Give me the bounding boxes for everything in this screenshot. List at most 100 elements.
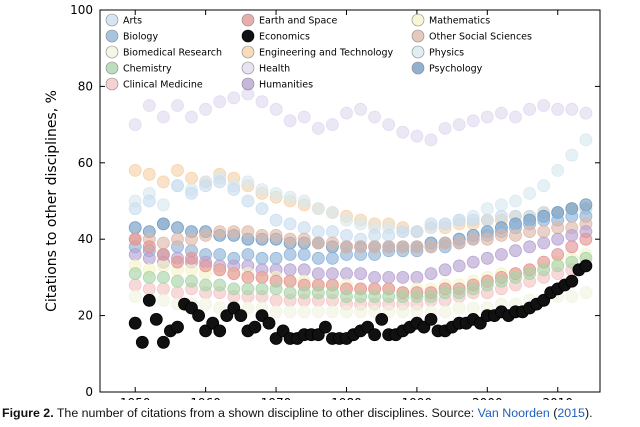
legend-marker — [105, 45, 119, 59]
point-health — [297, 110, 311, 124]
legend-item-psychology: Psychology — [411, 61, 483, 75]
legend-label: Other Social Sciences — [429, 32, 532, 43]
point-physics — [537, 179, 551, 193]
point-biomedical-research — [199, 297, 213, 311]
point-humanities — [494, 248, 508, 261]
point-health — [466, 114, 480, 128]
legend-marker — [411, 45, 425, 59]
legend-label: Economics — [259, 32, 310, 43]
point-health — [227, 91, 241, 105]
point-other-social-sciences — [438, 236, 452, 250]
point-engineering-and-technology — [185, 171, 198, 185]
point-biomedical-research — [354, 305, 368, 319]
legend-marker — [241, 29, 255, 43]
point-arts — [128, 202, 142, 216]
y-tick-label: 80 — [78, 79, 93, 93]
point-earth-and-space — [128, 232, 142, 246]
point-humanities — [142, 251, 156, 265]
point-biology — [269, 251, 283, 265]
point-humanities — [424, 267, 438, 281]
point-chemistry — [283, 286, 297, 300]
point-chemistry — [255, 282, 269, 296]
point-health — [156, 110, 170, 124]
legend-marker — [241, 61, 255, 75]
point-earth-and-space — [213, 263, 227, 277]
point-chemistry — [410, 290, 424, 303]
point-economics — [135, 335, 149, 349]
point-humanities — [368, 270, 382, 284]
point-physics — [480, 202, 494, 216]
point-humanities — [438, 263, 452, 277]
point-health — [509, 110, 522, 124]
point-other-social-sciences — [325, 236, 339, 250]
point-earth-and-space — [171, 255, 184, 269]
point-other-social-sciences — [523, 225, 536, 239]
scatter-chart: 1950 1960 1970 1980 1990 2000 2010 0 20 40 60 80 100… — [44, 3, 601, 400]
point-biomedical-research — [466, 301, 480, 315]
point-economics — [318, 320, 332, 334]
point-humanities — [340, 267, 353, 281]
legend-item-biology: Biology — [105, 29, 158, 43]
legend-item-engineering-and-technology: Engineering and Technology — [241, 45, 394, 59]
y-tick-label: 20 — [78, 309, 93, 323]
point-clinical-medicine — [171, 286, 184, 300]
point-health — [171, 99, 184, 112]
point-economics — [262, 316, 276, 330]
point-chemistry — [537, 263, 551, 277]
point-earth-and-space — [185, 251, 198, 265]
legend-label: Biomedical Research — [123, 48, 222, 59]
legend-marker — [411, 61, 425, 75]
legend-item-other-social-sciences: Other Social Sciences — [411, 29, 532, 43]
point-humanities — [283, 263, 297, 277]
point-health — [424, 133, 438, 147]
point-physics — [551, 163, 565, 177]
legend-label: Biology — [123, 32, 158, 43]
source-link[interactable]: Van Noorden — [477, 406, 550, 420]
point-biomedical-research — [297, 305, 311, 319]
point-health — [452, 118, 466, 131]
year-link[interactable]: 2015 — [557, 406, 585, 420]
point-health — [565, 102, 579, 116]
caption-year-close: ). — [584, 406, 593, 420]
point-other-social-sciences — [156, 236, 170, 250]
series-health — [128, 87, 593, 147]
point-economics — [213, 324, 227, 338]
point-physics — [241, 175, 255, 189]
point-other-social-sciences — [297, 232, 311, 246]
point-biomedical-research — [269, 305, 283, 319]
point-chemistry — [466, 282, 480, 296]
point-health — [311, 121, 325, 135]
point-other-social-sciences — [382, 240, 396, 254]
point-chemistry — [396, 290, 410, 303]
point-clinical-medicine — [156, 282, 170, 296]
legend-label: Psychology — [429, 64, 483, 75]
point-other-social-sciences — [354, 240, 368, 254]
point-other-social-sciences — [509, 228, 522, 242]
x-tick-label: 1960 — [190, 396, 221, 400]
y-tick-label: 60 — [78, 156, 93, 170]
point-biomedical-research — [438, 305, 452, 319]
point-humanities — [523, 240, 536, 254]
point-other-social-sciences — [424, 240, 438, 254]
point-other-social-sciences — [255, 228, 269, 242]
point-other-social-sciences — [241, 225, 255, 239]
point-chemistry — [368, 290, 382, 303]
point-economics — [579, 259, 593, 273]
point-health — [128, 118, 142, 131]
point-clinical-medicine — [269, 293, 283, 307]
x-tick-label: 1950 — [120, 396, 151, 400]
point-earth-and-space — [579, 232, 593, 246]
point-health — [340, 106, 353, 120]
point-health — [494, 106, 508, 120]
point-physics — [565, 148, 579, 162]
legend-item-humanities: Humanities — [241, 77, 313, 91]
point-chemistry — [354, 290, 368, 303]
legend-label: Humanities — [259, 80, 313, 91]
caption-year-open: ( — [549, 406, 558, 420]
legend-marker — [105, 77, 119, 91]
legend-item-earth-and-space: Earth and Space — [241, 13, 337, 27]
point-other-social-sciences — [311, 236, 325, 250]
point-other-social-sciences — [480, 232, 494, 246]
point-clinical-medicine — [128, 278, 142, 292]
point-physics — [579, 133, 593, 147]
